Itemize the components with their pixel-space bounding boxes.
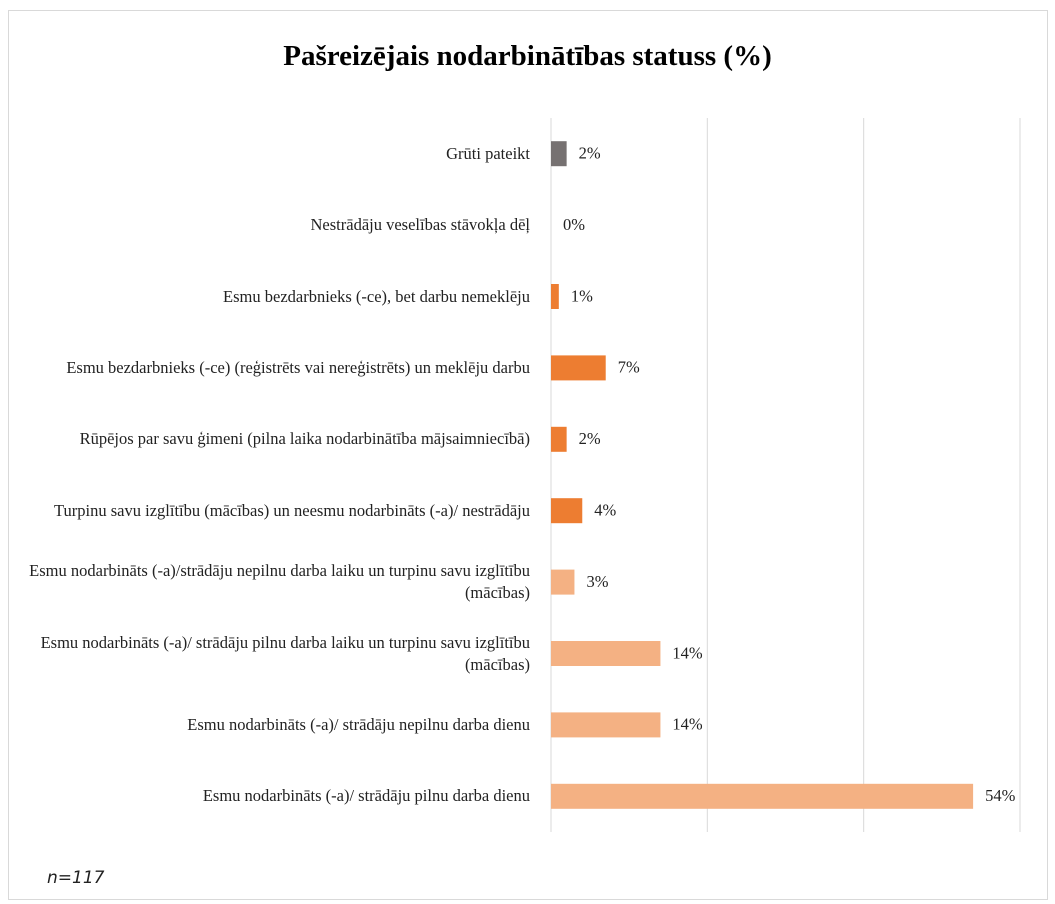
bar [551, 783, 974, 809]
bar [551, 498, 583, 524]
bar [551, 712, 661, 738]
category-label: Turpinu savu izglītību (mācības) un nees… [54, 500, 530, 520]
category-label: Nestrādāju veselības stāvokļa dēļ [310, 215, 530, 235]
value-label: 2% [579, 143, 601, 162]
category-label: Esmu nodarbināts (-a)/ strādāju pilnu da… [40, 632, 530, 674]
bar [551, 284, 559, 309]
category-label: Esmu bezdarbnieks (-ce) (reģistrēts vai … [66, 357, 530, 377]
value-label: 14% [672, 715, 703, 734]
category-label: Esmu nodarbināts (-a)/ strādāju nepilnu … [187, 714, 530, 734]
value-label: 4% [594, 500, 616, 519]
value-label: 2% [579, 429, 601, 448]
bar [551, 426, 567, 452]
category-label: Esmu nodarbināts (-a)/ strādāju pilnu da… [202, 786, 530, 806]
value-label: 54% [985, 786, 1016, 805]
sample-note: n=117 [47, 868, 105, 888]
category-label: Esmu bezdarbnieks (-ce), bet darbu nemek… [223, 286, 530, 306]
category-label: Rūpējos par savu ģimeni (pilna laika nod… [79, 429, 530, 449]
category-label: Grūti pateikt [446, 143, 530, 163]
bar [551, 569, 575, 595]
bar [551, 141, 567, 167]
value-label: 1% [571, 286, 593, 305]
value-label: 3% [586, 572, 608, 591]
frame [8, 10, 1048, 900]
category-label: Esmu nodarbināts (-a)/strādāju nepilnu d… [29, 561, 530, 603]
bar [551, 355, 606, 381]
chart-title: Pašreizējais nodarbinātības statuss (%) [283, 40, 772, 72]
value-label: 7% [618, 358, 640, 377]
value-label: 0% [563, 215, 585, 234]
bar [551, 641, 661, 666]
value-label: 14% [672, 643, 703, 662]
